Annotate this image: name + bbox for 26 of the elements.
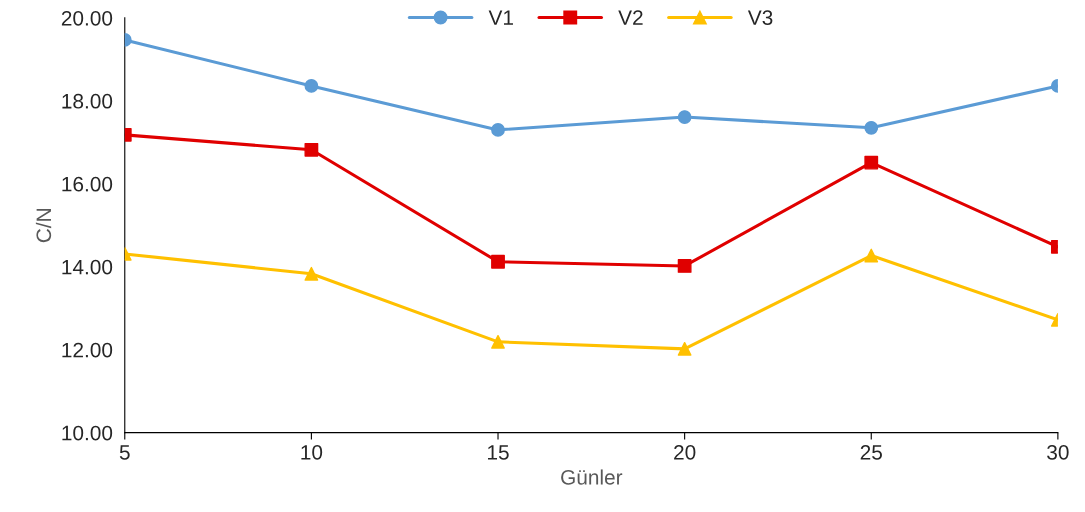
point [304, 266, 319, 281]
point [677, 341, 692, 356]
y-tick-label: 12.00 [62, 342, 113, 358]
legend-label: V3 [747, 10, 773, 25]
point [677, 110, 692, 124]
y-tick-label: 16.00 [62, 176, 113, 192]
legend-label: V1 [488, 10, 513, 25]
point [304, 79, 319, 93]
y-tick-label: 14.00 [62, 259, 113, 275]
x-axis-title: Günler [561, 469, 623, 485]
point [304, 142, 319, 157]
y-axis-title: C/N [35, 209, 52, 243]
point [491, 122, 505, 137]
legend-label: V2 [618, 10, 643, 25]
x-tick-label: 25 [860, 445, 882, 460]
x-tick-label: 10 [301, 445, 323, 460]
x-tick-label: 30 [1047, 445, 1069, 460]
x-tick-label: 5 [119, 445, 130, 460]
point [491, 254, 505, 269]
point [491, 334, 505, 349]
x-tick-label: 20 [674, 445, 696, 460]
x-tick-label: 15 [488, 445, 509, 460]
y-tick-label: 10.00 [62, 425, 113, 441]
y-tick-label: 20.00 [61, 10, 113, 26]
point [677, 259, 692, 273]
y-tick-label: 18.00 [62, 93, 113, 109]
